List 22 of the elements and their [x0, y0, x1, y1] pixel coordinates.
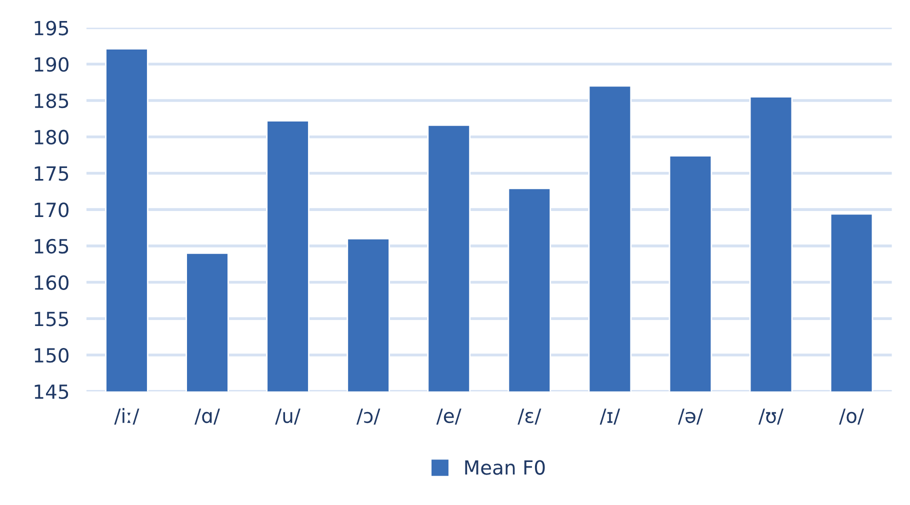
x-tick-label: /o/ [839, 408, 864, 425]
y-tick-label: 195 [34, 20, 68, 36]
x-tick-label: /ɔ/ [356, 408, 380, 425]
y-tick-label: 185 [34, 93, 68, 108]
y-tick-label: 165 [34, 238, 68, 254]
x-tick-label: /ʊ/ [758, 408, 784, 425]
x-tick-label: /iː/ [114, 408, 140, 425]
y-tick-label: 170 [34, 202, 68, 218]
y-tick-label: 145 [34, 384, 68, 400]
y-tick-label: 155 [34, 312, 68, 326]
y-tick-label: 190 [34, 57, 68, 72]
x-tick-label: /ɑ/ [194, 408, 220, 425]
y-tick-label: 150 [34, 348, 68, 363]
legend-label: Mean F0 [465, 460, 545, 475]
y-tick-label: 160 [34, 275, 68, 290]
y-tick-label: 180 [34, 130, 68, 145]
x-tick-label: /e/ [436, 408, 462, 425]
x-tick-label: /ɛ/ [518, 408, 542, 425]
x-tick-label: /ə/ [678, 408, 703, 425]
x-tick-label: /u/ [275, 408, 300, 425]
x-tick-label: /ɪ/ [600, 408, 620, 425]
y-tick-label: 175 [34, 166, 68, 181]
